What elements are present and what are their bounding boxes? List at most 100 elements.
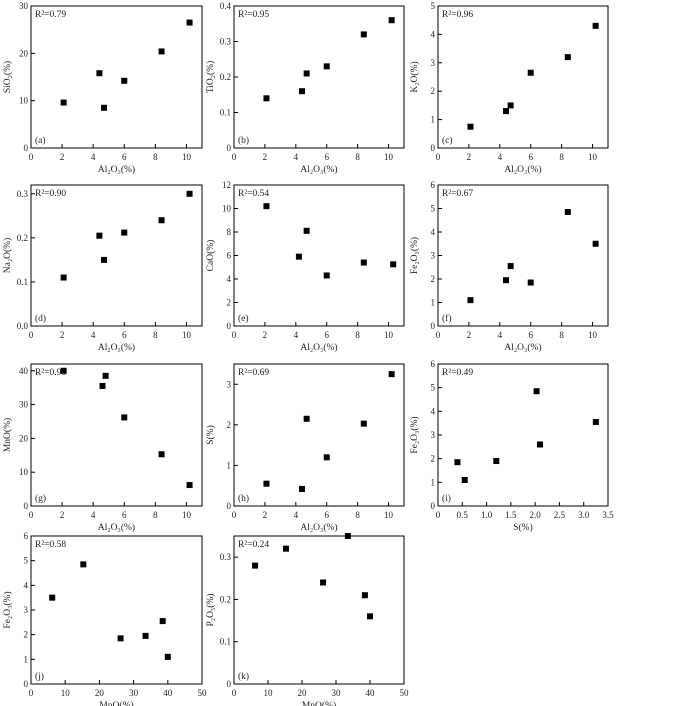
x-tick-label: 0 (232, 330, 237, 340)
data-point (344, 533, 351, 539)
x-tick-label: 8 (355, 330, 360, 340)
y-axis-label: Fe₂O₃(%) (2, 591, 13, 628)
x-tick-label: 0 (29, 510, 34, 520)
x-tick-label: 50 (400, 688, 410, 698)
x-axis-label: Al₂O₃(%) (98, 522, 135, 533)
y-tick-label: 0 (227, 321, 232, 331)
y-tick-label: 6 (24, 531, 29, 541)
y-tick-label: 2 (431, 454, 436, 464)
panel-label: (g) (35, 493, 46, 504)
x-tick-label: 6 (324, 510, 329, 520)
y-tick-label: 20 (19, 48, 29, 58)
x-tick-label: 8 (559, 330, 564, 340)
y-tick-label: 12 (222, 180, 231, 190)
x-tick-label: 2 (467, 330, 472, 340)
x-axis-label: Al₂O₃(%) (300, 522, 337, 533)
x-tick-label: 2 (263, 330, 268, 340)
x-axis-label: S(%) (513, 522, 533, 533)
panel-label: (b) (238, 135, 249, 146)
r-squared-label: R²=0.93 (35, 368, 66, 378)
x-tick-label: 10 (182, 330, 192, 340)
y-tick-label: 10 (19, 96, 29, 106)
data-point (60, 274, 67, 281)
y-tick-label: 20 (19, 433, 29, 443)
y-tick-label: 3 (431, 251, 436, 261)
y-axis-label: P₂O₅(%) (205, 593, 216, 626)
x-tick-label: 0 (436, 330, 441, 340)
data-point (158, 451, 165, 458)
x-tick-label: 10 (264, 688, 274, 698)
x-tick-label: 6 (324, 330, 329, 340)
y-axis-label: SiO₂(%) (2, 61, 13, 93)
y-tick-label: 3 (431, 58, 436, 68)
plot-frame (30, 184, 203, 327)
data-point (159, 618, 166, 625)
y-tick-label: 0.2 (220, 594, 231, 604)
y-axis-label: Na₂O(%) (2, 238, 13, 274)
x-axis-label: Al₂O₃(%) (504, 342, 541, 353)
data-point (592, 22, 599, 29)
x-tick-label: 2 (467, 152, 472, 162)
y-tick-label: 0.1 (220, 108, 231, 118)
data-point (360, 420, 367, 427)
y-tick-label: 0.2 (220, 72, 231, 82)
x-tick-label: 2 (263, 510, 268, 520)
x-tick-label: 30 (332, 688, 342, 698)
y-tick-label: 30 (19, 1, 29, 11)
data-point (303, 70, 310, 77)
scatter-panel: 0 2 4 6 8 10 0 0.1 0.2 0.3 0.4 Al₂O₃(%) TiO₂(%) R²=0.… (205, 1, 405, 175)
data-point (49, 594, 56, 601)
data-point (461, 476, 468, 483)
data-point (121, 77, 128, 84)
y-tick-label: 0 (227, 501, 232, 511)
plot-frame (30, 535, 203, 685)
r-squared-label: R²=0.69 (238, 368, 269, 378)
x-axis-label: Al₂O₃(%) (504, 164, 541, 175)
y-tick-label: 2 (431, 274, 436, 284)
y-tick-label: 0.1 (17, 277, 28, 287)
x-tick-label: 40 (366, 688, 376, 698)
y-tick-label: 4 (431, 227, 436, 237)
x-axis-label: MnO(%) (302, 700, 336, 706)
x-tick-label: 4 (498, 152, 503, 162)
data-point (361, 592, 368, 599)
r-squared-label: R²=0.54 (238, 189, 269, 199)
data-point (537, 441, 543, 448)
x-tick-label: 0 (232, 152, 237, 162)
data-point (564, 209, 571, 216)
data-point (80, 561, 87, 568)
y-tick-label: 4 (227, 274, 232, 284)
x-tick-label: 20 (298, 688, 308, 698)
x-tick-label: 0 (29, 152, 34, 162)
data-point (388, 17, 395, 24)
plot-frame (233, 363, 405, 507)
y-tick-label: 0 (24, 143, 29, 153)
data-point (158, 48, 165, 55)
x-tick-label: 3.0 (578, 510, 590, 520)
x-tick-label: 10 (588, 330, 598, 340)
x-tick-label: 0 (436, 152, 441, 162)
x-tick-label: 8 (153, 330, 158, 340)
y-tick-label: 5 (431, 383, 436, 393)
x-tick-label: 8 (355, 152, 360, 162)
x-tick-label: 3.5 (602, 510, 614, 520)
data-point (102, 372, 109, 379)
y-tick-label: 5 (24, 556, 29, 566)
y-tick-label: 1 (431, 115, 436, 125)
y-tick-label: 5 (431, 1, 436, 11)
x-tick-label: 0 (232, 510, 237, 520)
r-squared-label: R²=0.90 (35, 189, 66, 199)
plot-frame (233, 184, 405, 327)
plot-frame (437, 5, 609, 149)
x-tick-label: 10 (182, 152, 192, 162)
panel-label: (a) (35, 135, 46, 146)
data-point (263, 203, 270, 210)
x-tick-label: 2.5 (554, 510, 566, 520)
r-squared-label: R²=0.95 (238, 10, 269, 20)
panel-label: (k) (238, 671, 249, 682)
x-axis-label: MnO(%) (99, 700, 133, 706)
y-tick-label: 10 (222, 204, 232, 214)
r-squared-label: R²=0.24 (238, 540, 269, 550)
data-point (101, 104, 108, 111)
y-tick-label: 0.1 (220, 637, 231, 647)
